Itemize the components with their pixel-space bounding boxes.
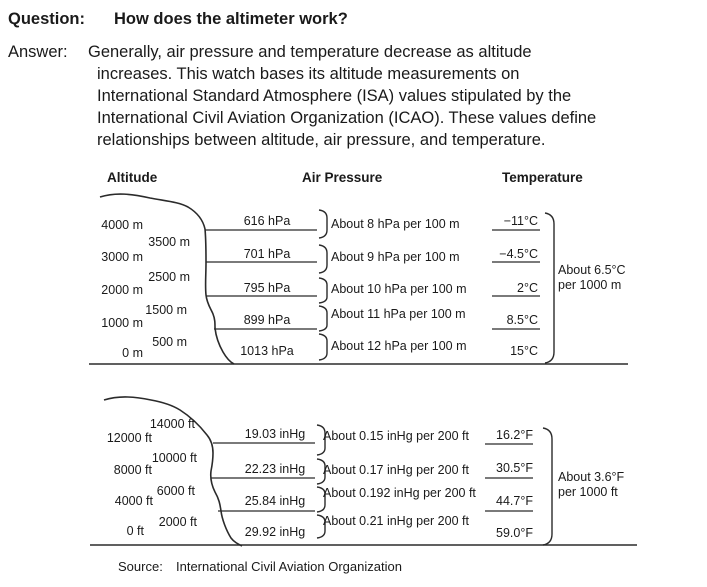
metric-rate-5: About 12 hPa per 100 m [331,339,467,353]
imperial-rate-4: About 0.21 inHg per 200 ft [323,514,469,528]
imperial-alt-10000ft: 10000 ft [151,451,197,465]
imperial-temp-rate-line1: About 3.6°F [558,470,625,484]
metric-pressure-701: 701 hPa [243,247,291,261]
imperial-pressure-2992: 29.92 inHg [244,525,306,539]
imperial-rate-2: About 0.17 inHg per 200 ft [323,463,469,477]
imperial-temp-rate-line2: per 1000 ft [558,485,618,499]
header-air-pressure: Air Pressure [302,170,383,185]
imperial-alt-8000ft: 8000 ft [113,463,152,477]
imperial-temp-162f: 16.2°F [496,428,533,442]
metric-pressure-899: 899 hPa [243,313,291,327]
metric-temp-85c: 8.5°C [506,313,538,327]
metric-rate-bracket-2 [318,244,328,274]
imperial-alt-14000ft: 14000 ft [149,417,195,431]
metric-rate-bracket-4 [318,305,328,332]
metric-temp-15c: 15°C [510,344,538,358]
metric-temp-minus11c: −11°C [503,214,538,228]
source-label: Source: [118,559,163,574]
imperial-temp-305f: 30.5°F [496,461,533,475]
metric-rate-bracket-1 [318,209,328,239]
header-altitude: Altitude [107,170,158,185]
imperial-pressure-2223: 22.23 inHg [244,462,306,476]
metric-temp-rate-line1: About 6.5°C [558,263,626,277]
metric-pressure-795: 795 hPa [243,281,291,295]
metric-rate-1: About 8 hPa per 100 m [331,217,460,231]
metric-alt-2000m: 2000 m [101,283,143,297]
answer-line-4: International Civil Aviation Organizatio… [97,109,597,127]
imperial-pressure-2584: 25.84 inHg [244,494,306,508]
metric-temp-minus45c: −4.5°C [499,247,538,261]
metric-alt-3000m: 3000 m [101,250,143,264]
metric-rate-2: About 9 hPa per 100 m [331,250,460,264]
metric-rate-3: About 10 hPa per 100 m [331,282,467,296]
metric-pressure-1013: 1013 hPa [240,344,294,358]
metric-rate-bracket-5 [318,333,328,361]
metric-temp-2c: 2°C [517,281,538,295]
metric-temp-rate-line2: per 1000 m [558,278,622,292]
answer-label: Answer: [8,43,68,61]
question-label: Question: [8,10,85,28]
imperial-rate-3: About 0.192 inHg per 200 ft [323,486,476,500]
imperial-alt-6000ft: 6000 ft [156,484,195,498]
metric-alt-3500m: 3500 m [148,235,190,249]
imperial-pressure-1903: 19.03 inHg [244,427,306,441]
metric-alt-1000m: 1000 m [101,316,143,330]
metric-rate-4: About 11 hPa per 100 m [331,307,466,321]
imperial-alt-0ft: 0 ft [126,524,144,538]
imperial-rate-1: About 0.15 inHg per 200 ft [323,429,469,443]
imperial-temp-447f: 44.7°F [496,494,533,508]
imperial-alt-4000ft: 4000 ft [114,494,153,508]
answer-line-5: relationships between altitude, air pres… [97,131,546,149]
metric-alt-2500m: 2500 m [148,270,190,284]
imperial-alt-2000ft: 2000 ft [158,515,197,529]
header-temperature: Temperature [502,170,583,185]
imperial-temp-590f: 59.0°F [496,526,533,540]
question-text: How does the altimeter work? [114,10,348,28]
metric-pressure-616: 616 hPa [243,214,291,228]
answer-line-2: increases. This watch bases its altitude… [97,65,520,83]
metric-alt-500m: 500 m [152,335,187,349]
source-text: International Civil Aviation Organizatio… [176,559,402,574]
metric-alt-4000m: 4000 m [101,218,143,232]
metric-temp-bracket [544,212,555,364]
imperial-temp-bracket [542,427,553,546]
imperial-alt-12000ft: 12000 ft [106,431,152,445]
metric-alt-1500m: 1500 m [145,303,187,317]
answer-line-3: International Standard Atmosphere (ISA) … [97,87,572,105]
metric-rate-bracket-3 [318,277,328,304]
metric-alt-0m: 0 m [122,346,143,360]
answer-line-1: Generally, air pressure and temperature … [88,43,532,61]
